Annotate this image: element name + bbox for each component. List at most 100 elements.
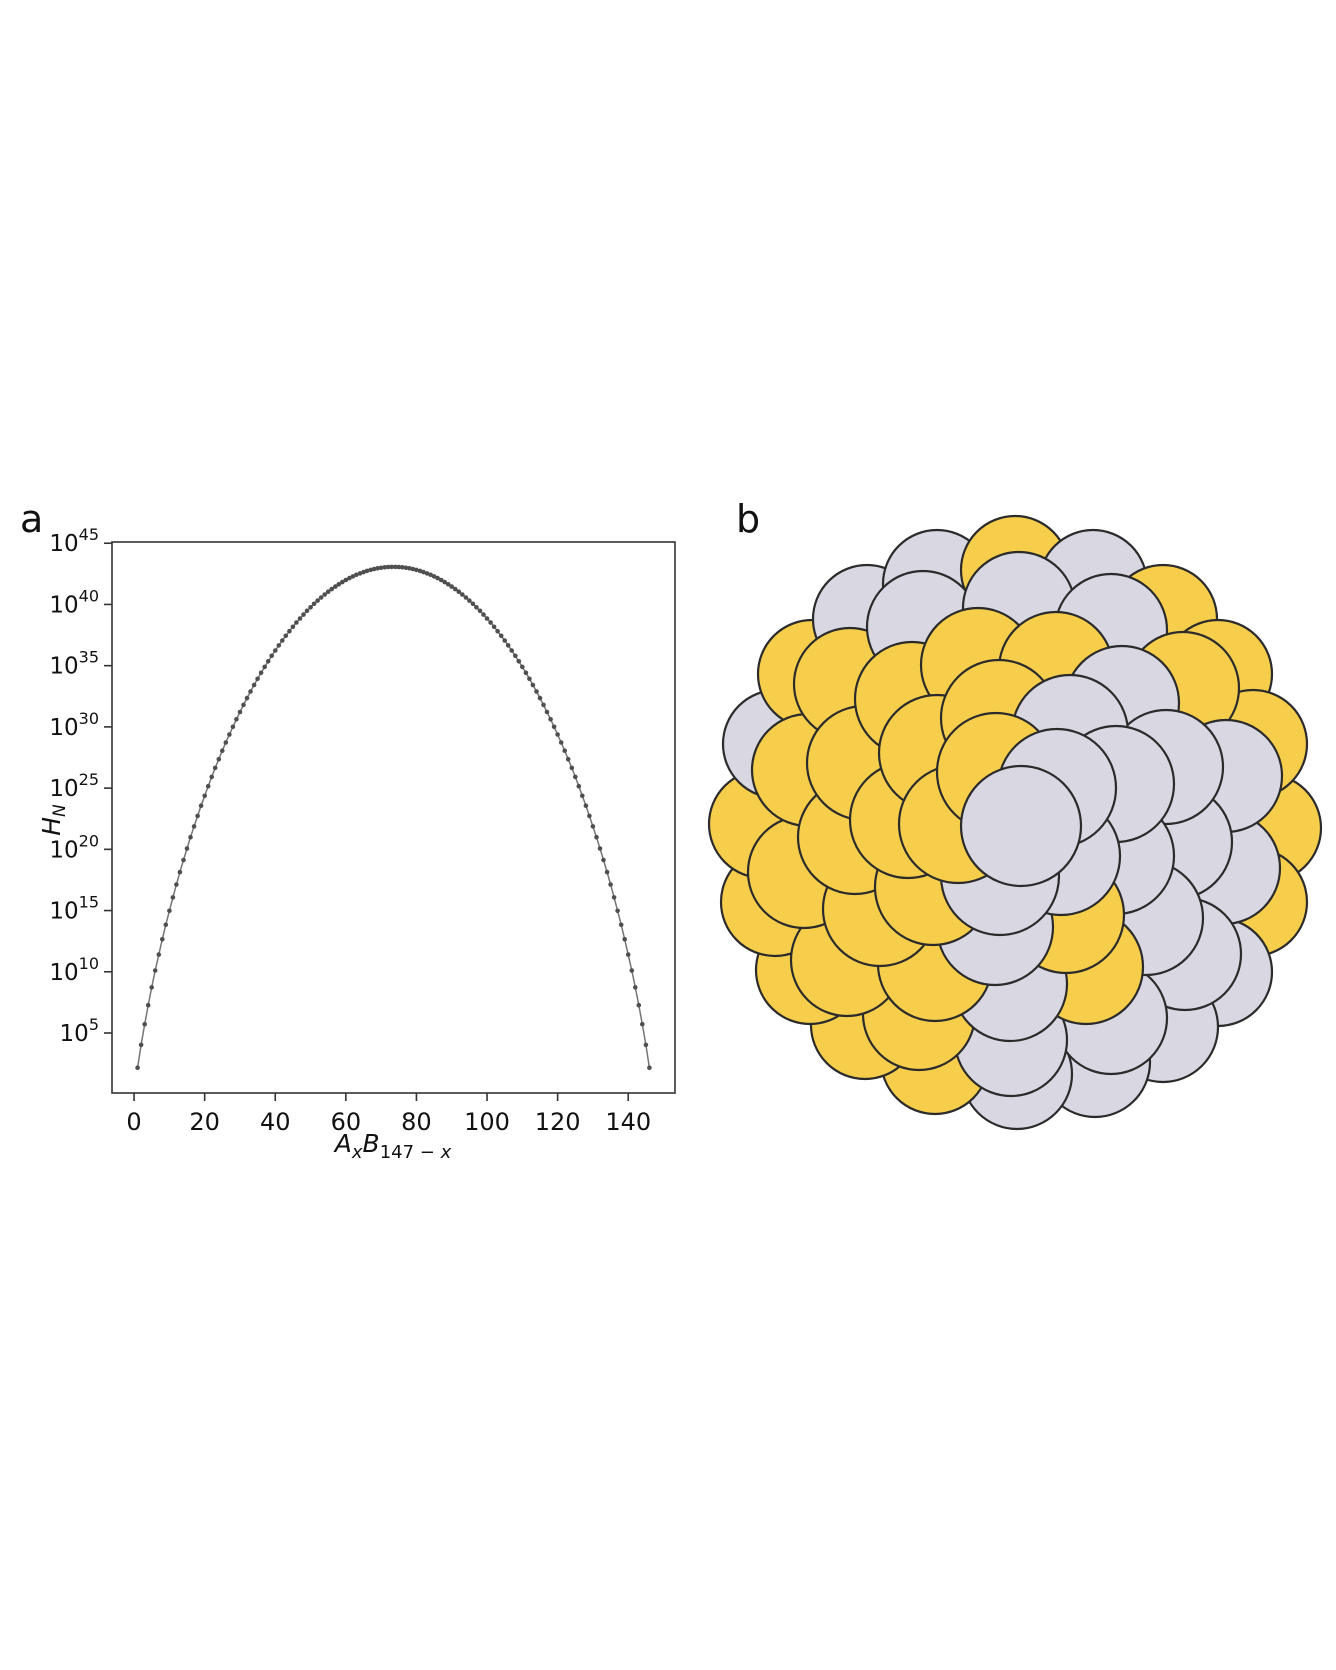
data-point	[523, 670, 529, 676]
y-tick-label: 1020	[49, 831, 99, 863]
data-point	[562, 748, 567, 753]
data-point	[467, 598, 472, 603]
data-point	[294, 620, 299, 625]
data-point	[460, 592, 465, 597]
data-point	[491, 624, 497, 630]
data-point	[287, 628, 292, 634]
data-point	[361, 569, 366, 575]
data-point	[230, 724, 236, 730]
x-tick-label: 100	[464, 1108, 510, 1136]
series-line	[136, 566, 651, 1068]
data-point	[350, 574, 356, 579]
y-tick-label: 1010	[49, 954, 99, 986]
x-tick-label: 80	[401, 1108, 432, 1136]
x-tick-label: 40	[260, 1108, 291, 1136]
x-label-sub1: x	[351, 1142, 363, 1163]
atom-circle-gray	[959, 764, 1083, 888]
data-point	[170, 895, 176, 900]
data-point	[541, 702, 546, 708]
data-point	[149, 985, 154, 990]
data-point	[205, 783, 211, 789]
data-point	[449, 584, 455, 589]
data-point	[477, 608, 483, 614]
data-point	[629, 968, 635, 973]
y-label-base: H	[37, 817, 66, 836]
x-label-base1: A	[333, 1129, 352, 1158]
data-point	[343, 577, 349, 583]
data-point	[470, 601, 476, 607]
data-point	[513, 653, 518, 659]
data-point	[583, 803, 589, 808]
x-axis-ticks: 0 20 40 60 80 100 120 140	[126, 1093, 651, 1136]
data-point	[396, 564, 402, 570]
x-tick-label: 140	[605, 1108, 651, 1136]
data-point	[315, 598, 320, 603]
data-point	[138, 1042, 144, 1048]
data-point	[297, 616, 303, 621]
x-tick-label: 0	[126, 1108, 141, 1136]
y-tick-label: 1015	[49, 893, 99, 925]
data-point	[177, 869, 183, 875]
data-point	[258, 670, 264, 676]
data-point	[209, 774, 214, 780]
data-point	[212, 765, 218, 771]
data-point	[265, 659, 271, 664]
data-point	[456, 589, 462, 594]
data-point	[188, 834, 193, 840]
data-point	[223, 740, 229, 745]
data-point	[502, 638, 508, 643]
data-point	[241, 702, 246, 708]
data-point	[484, 616, 490, 621]
data-point	[237, 709, 243, 715]
data-point	[453, 586, 458, 592]
data-point	[505, 643, 511, 648]
data-point	[255, 676, 260, 682]
data-point	[565, 756, 571, 762]
data-point	[551, 724, 557, 730]
data-point	[403, 565, 409, 571]
panel-b-label: b	[736, 497, 760, 541]
data-point	[234, 717, 239, 722]
data-point	[530, 682, 536, 688]
data-point	[474, 605, 479, 610]
data-point	[198, 803, 204, 808]
data-point	[160, 937, 165, 942]
data-point	[318, 595, 324, 600]
data-point	[643, 1042, 649, 1048]
data-point	[488, 620, 493, 625]
x-tick-label: 120	[535, 1108, 581, 1136]
y-axis-ticks: 105 1010 1015 1020 1025 1030 1035 1040 1045	[49, 525, 112, 1047]
data-point	[202, 793, 207, 799]
data-point	[442, 579, 448, 585]
data-point	[368, 567, 373, 573]
data-point	[636, 1002, 642, 1008]
data-point	[220, 748, 225, 753]
data-point	[329, 586, 335, 592]
data-point	[378, 565, 384, 571]
data-point	[608, 882, 613, 887]
data-point	[498, 633, 504, 639]
data-point	[520, 664, 525, 670]
data-point	[382, 565, 388, 570]
x-axis-label: AxB147 − x	[333, 1129, 452, 1163]
data-point	[594, 834, 599, 840]
data-point	[604, 869, 610, 875]
nanoparticle-cluster	[707, 514, 1323, 1131]
data-point	[534, 689, 539, 694]
data-point	[152, 968, 158, 973]
data-point	[509, 648, 514, 653]
data-point	[435, 575, 440, 581]
data-point	[301, 612, 306, 617]
y-label-sub: N	[50, 804, 70, 817]
panel-a-label: a	[20, 497, 43, 541]
data-point	[407, 566, 412, 571]
data-point	[558, 740, 564, 745]
data-point	[625, 952, 631, 957]
data-point	[438, 577, 444, 583]
data-point	[576, 783, 582, 789]
x-label-sub2-num: 147 −	[380, 1142, 441, 1163]
data-point	[375, 566, 380, 571]
data-point	[431, 574, 437, 579]
data-point	[371, 566, 377, 572]
